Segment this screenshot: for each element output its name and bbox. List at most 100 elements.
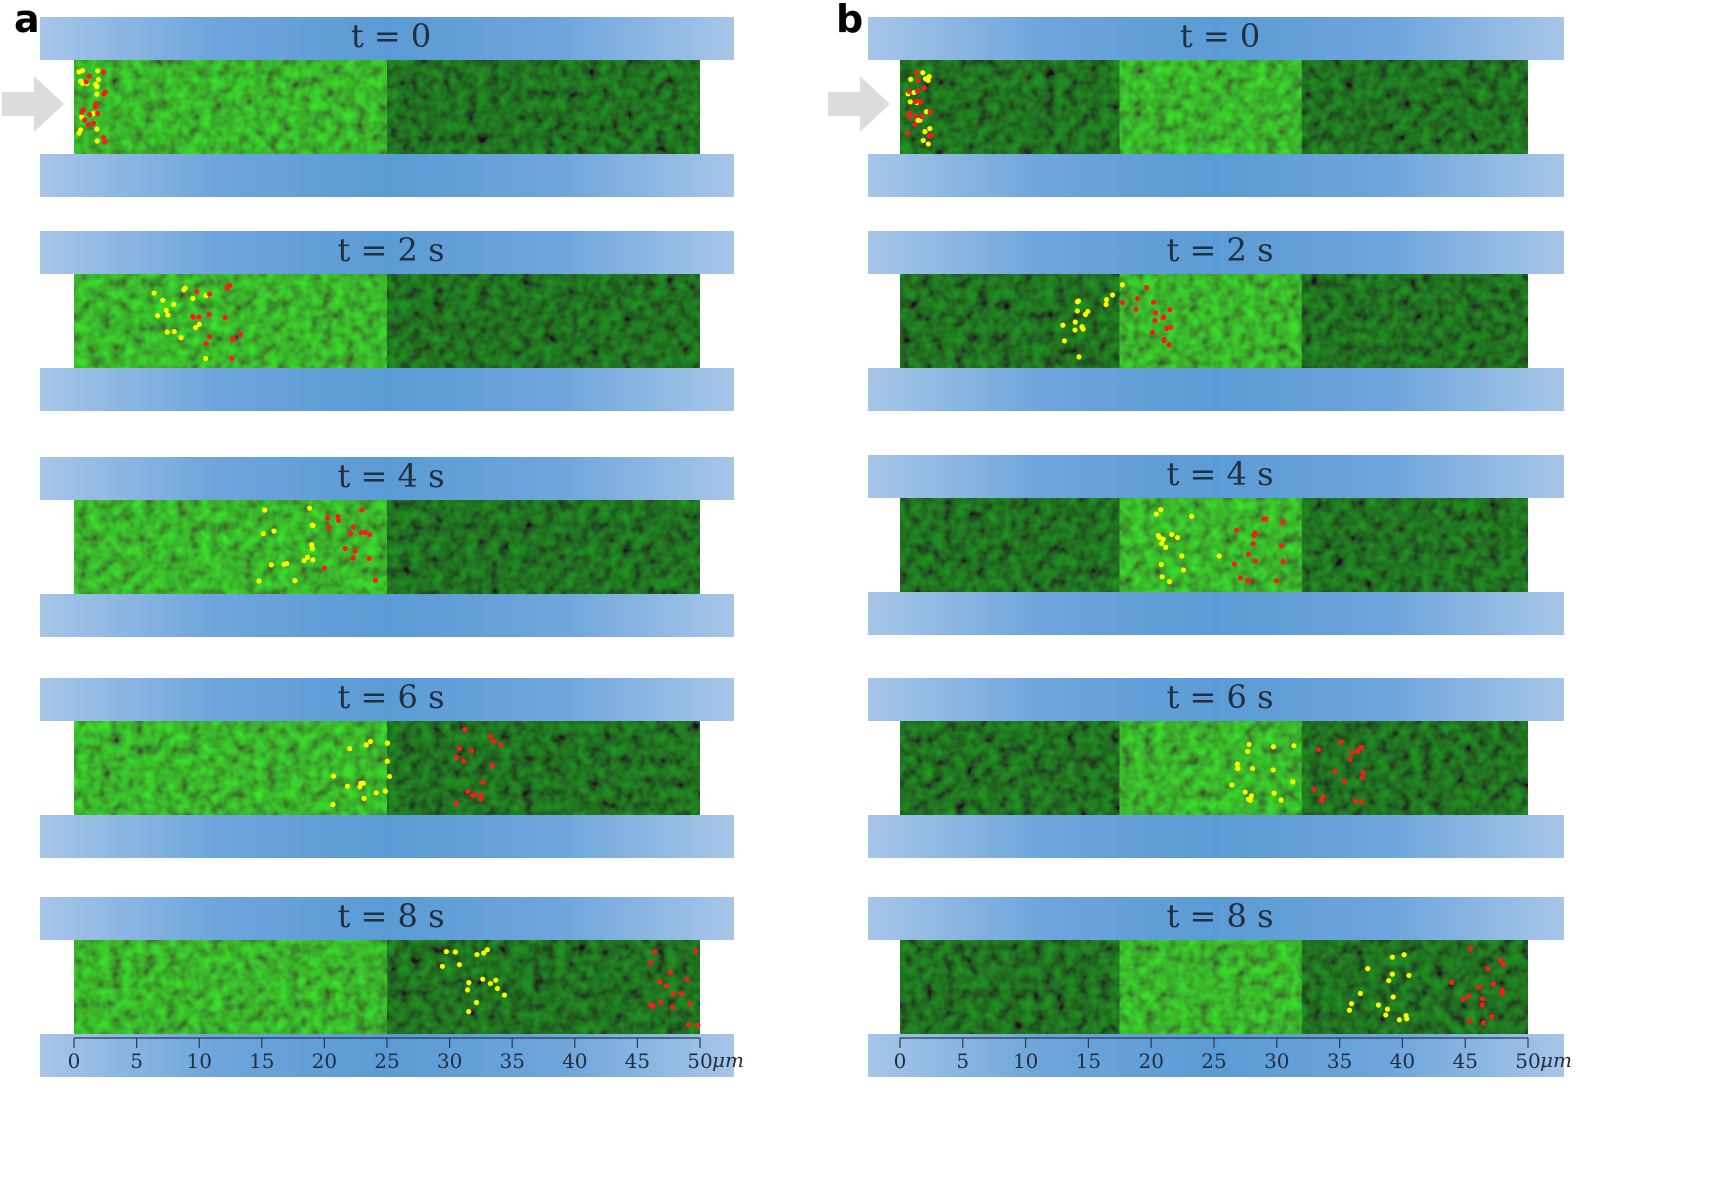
tissue-texture — [1301, 274, 1528, 368]
yellow-cell — [79, 68, 86, 74]
yellow-cell — [1389, 954, 1395, 960]
axis-unit: μm — [712, 1048, 744, 1072]
yellow-cell — [94, 126, 100, 132]
tissue-texture — [1301, 721, 1528, 815]
tick-label: 30 — [1264, 1049, 1289, 1073]
yellow-cell — [1386, 977, 1392, 984]
red-cell — [670, 991, 676, 997]
yellow-cell — [925, 77, 931, 84]
red-cell — [229, 355, 235, 361]
yellow-cell — [310, 522, 316, 529]
yellow-cell — [182, 285, 188, 291]
channel-top-wall — [868, 897, 1564, 940]
red-cell — [1320, 794, 1326, 800]
red-cell — [1347, 756, 1353, 762]
tick-label: 5 — [956, 1049, 969, 1073]
yellow-cell — [439, 963, 446, 969]
red-cell — [230, 335, 236, 341]
tick-label: 10 — [1013, 1049, 1038, 1073]
red-cell — [85, 121, 92, 128]
red-cell — [684, 976, 690, 983]
yellow-cell — [925, 141, 931, 147]
yellow-cell — [281, 561, 287, 567]
axis-unit: μm — [1540, 1048, 1572, 1072]
yellow-cell — [1159, 540, 1165, 547]
yellow-cell — [1375, 1002, 1382, 1008]
red-cell — [1338, 739, 1344, 745]
red-cell — [82, 117, 88, 123]
yellow-cell — [1229, 782, 1235, 788]
yellow-cell — [309, 542, 315, 548]
yellow-cell — [473, 999, 480, 1006]
time-label: t = 8 s — [1167, 897, 1274, 935]
red-cell — [1152, 310, 1158, 316]
tissue-texture — [387, 60, 700, 154]
red-cell — [468, 748, 475, 754]
yellow-cell — [1383, 1012, 1389, 1018]
channel-bottom-wall — [40, 368, 734, 411]
panel-b: b t = 0 t = 2 s t = 4 s t = 6 s t = 8 s 0 5 10 15… — [828, 0, 1572, 1077]
tissue-texture — [900, 498, 1120, 592]
red-cell — [498, 742, 504, 748]
axis: 0 5 10 15 20 25 30 35 40 45 50 μm — [894, 1037, 1572, 1073]
red-cell — [206, 311, 212, 318]
red-cell — [222, 314, 228, 321]
red-cell — [1467, 1017, 1473, 1024]
red-cell — [100, 134, 106, 140]
red-cell — [670, 1004, 676, 1010]
yellow-cell — [1270, 744, 1277, 750]
yellow-cell — [456, 962, 463, 968]
channel-bottom-wall — [868, 368, 1564, 411]
red-cell — [359, 507, 365, 513]
yellow-cell — [1158, 507, 1164, 513]
yellow-cell — [1348, 1001, 1355, 1007]
yellow-cell — [160, 297, 166, 303]
yellow-cell — [384, 740, 391, 746]
red-cell — [90, 120, 97, 126]
red-cell — [462, 726, 468, 732]
red-cell — [465, 788, 471, 794]
red-cell — [335, 514, 341, 520]
yellow-cell — [382, 788, 389, 794]
yellow-cell — [292, 578, 298, 584]
red-cell — [454, 754, 460, 760]
red-cell — [1250, 541, 1256, 547]
yellow-cell — [1390, 994, 1396, 1000]
red-cell — [1359, 775, 1365, 781]
time-frame: t = 4 s — [868, 455, 1564, 635]
yellow-cell — [922, 129, 928, 135]
tick-label: 35 — [1327, 1049, 1352, 1073]
yellow-cell — [330, 802, 336, 808]
tissue-texture — [74, 274, 387, 368]
panel-label: b — [836, 0, 863, 41]
yellow-cell — [484, 947, 490, 953]
channel-top-wall — [40, 457, 734, 500]
tick-label: 35 — [499, 1049, 524, 1073]
channel-top-wall — [868, 455, 1564, 498]
channel-bottom-wall — [868, 1034, 1564, 1077]
red-cell — [647, 1001, 654, 1008]
time-label: t = 0 — [351, 17, 431, 55]
yellow-cell — [1166, 579, 1173, 585]
yellow-cell — [256, 578, 262, 584]
yellow-cell — [78, 127, 84, 133]
red-cell — [1480, 1020, 1487, 1026]
time-label: t = 0 — [1180, 17, 1260, 55]
yellow-cell — [452, 949, 459, 955]
yellow-cell — [171, 328, 177, 335]
yellow-cell — [262, 507, 268, 513]
right-arrow-icon — [2, 76, 64, 132]
red-cell — [1341, 778, 1347, 784]
yellow-cell — [1072, 327, 1078, 333]
red-cell — [478, 792, 484, 798]
tissue-texture — [387, 721, 700, 815]
red-cell — [326, 524, 332, 531]
yellow-cell — [493, 977, 499, 983]
yellow-cell — [203, 355, 209, 362]
red-cell — [687, 1001, 693, 1007]
yellow-cell — [907, 99, 913, 105]
red-cell — [686, 1022, 692, 1028]
red-cell — [487, 733, 493, 739]
yellow-cell — [474, 951, 480, 958]
red-cell — [237, 331, 244, 338]
